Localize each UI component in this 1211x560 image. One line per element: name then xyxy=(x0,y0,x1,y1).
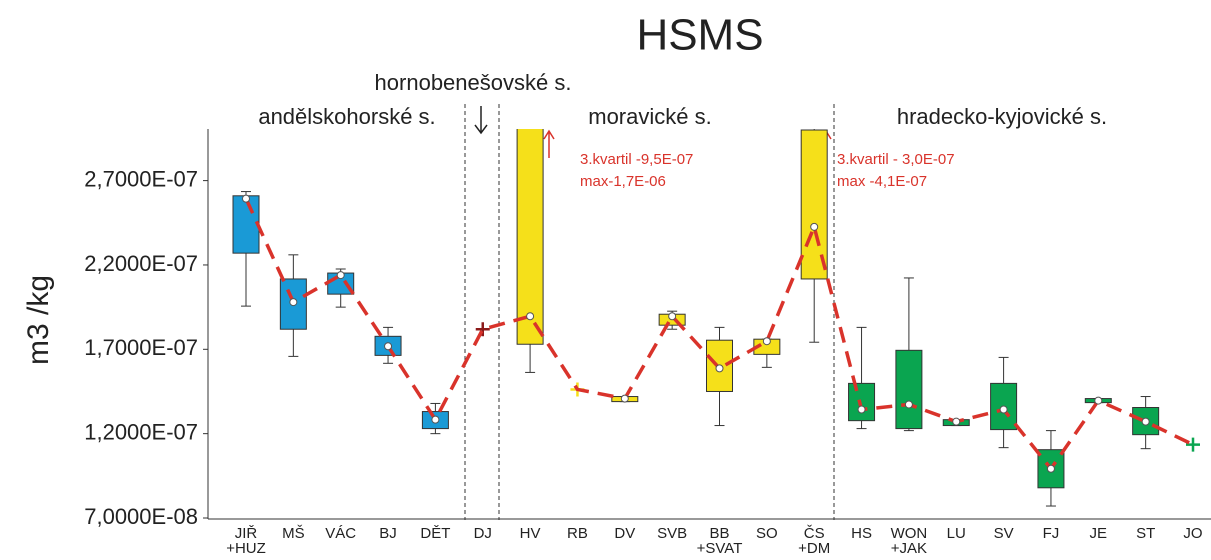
x-tick-label: SVB xyxy=(657,525,687,542)
x-tick-label: DĚT xyxy=(420,525,450,542)
median-dot xyxy=(952,417,961,426)
separators xyxy=(464,104,835,520)
x-tick-label: BB +SVAT xyxy=(697,525,743,557)
median-dot xyxy=(668,312,677,321)
box xyxy=(706,339,733,392)
x-tick-label: RB xyxy=(567,525,588,542)
annotation: max -4,1E-07 xyxy=(837,173,927,190)
median-dot xyxy=(242,194,250,203)
annotation: 3.kvartil -9,5E-07 xyxy=(580,151,693,168)
median-dot xyxy=(1094,396,1103,405)
x-tick-label: BJ xyxy=(379,525,397,542)
median-dot xyxy=(762,337,771,346)
x-tick-label: ST xyxy=(1136,525,1155,542)
median-dot xyxy=(1141,417,1150,426)
median-dot xyxy=(904,400,913,409)
median-dot xyxy=(810,222,819,231)
group-label: andělskohorské s. xyxy=(258,104,435,129)
x-tick-label: HV xyxy=(520,525,541,542)
x-tick-label: SO xyxy=(756,525,778,542)
x-tick-label: SV xyxy=(994,525,1014,542)
box xyxy=(232,195,260,254)
group-label: moravické s. xyxy=(588,104,711,129)
median-dot xyxy=(857,405,866,414)
median-dot xyxy=(1046,464,1055,473)
x-tick-label: MŠ xyxy=(282,525,305,542)
median-dot xyxy=(999,405,1008,414)
y-tick-label: 1,2000E-07 xyxy=(84,419,198,444)
median-line xyxy=(244,197,1194,472)
box xyxy=(516,129,544,345)
x-tick-label: ČS +DM xyxy=(798,525,830,557)
x-tick-label: WON +JAK xyxy=(891,525,928,557)
median-dot xyxy=(384,342,393,351)
x-tick-label: JIŘ +HUZ xyxy=(226,525,266,557)
x-tick-label: LU xyxy=(947,525,966,542)
median-dot xyxy=(431,415,440,424)
x-tick-label: HS xyxy=(851,525,872,542)
point-cross xyxy=(1186,437,1200,452)
median-dot xyxy=(526,312,535,321)
group-label: hradecko-kyjovické s. xyxy=(897,104,1107,129)
group-label: hornobenešovské s. xyxy=(375,70,572,95)
y-tick-label: 7,0000E-08 xyxy=(84,504,198,529)
x-tick-label: JE xyxy=(1090,525,1108,542)
chart-title: HSMS xyxy=(636,11,763,60)
box xyxy=(848,382,876,422)
x-tick-label: JO xyxy=(1183,525,1202,542)
median-dot xyxy=(620,394,629,403)
median-dot xyxy=(715,364,724,373)
x-tick-label: DJ xyxy=(474,525,492,542)
median-dot xyxy=(336,271,345,280)
box xyxy=(279,278,307,330)
plot xyxy=(232,129,1200,507)
annotation: max-1,7E-06 xyxy=(580,173,666,190)
y-axis-label: m3 /kg xyxy=(22,275,55,365)
y-tick-label: 1,7000E-07 xyxy=(84,335,198,360)
y-tick-label: 2,2000E-07 xyxy=(84,251,198,276)
point-cross xyxy=(475,322,490,337)
x-tick-label: FJ xyxy=(1043,525,1060,542)
annotation: 3.kvartil - 3,0E-07 xyxy=(837,151,955,168)
x-tick-label: DV xyxy=(614,525,635,542)
median-dot xyxy=(289,298,298,307)
y-tick-label: 2,7000E-07 xyxy=(84,166,198,191)
box xyxy=(895,349,923,430)
x-tick-label: VÁC xyxy=(325,525,356,542)
